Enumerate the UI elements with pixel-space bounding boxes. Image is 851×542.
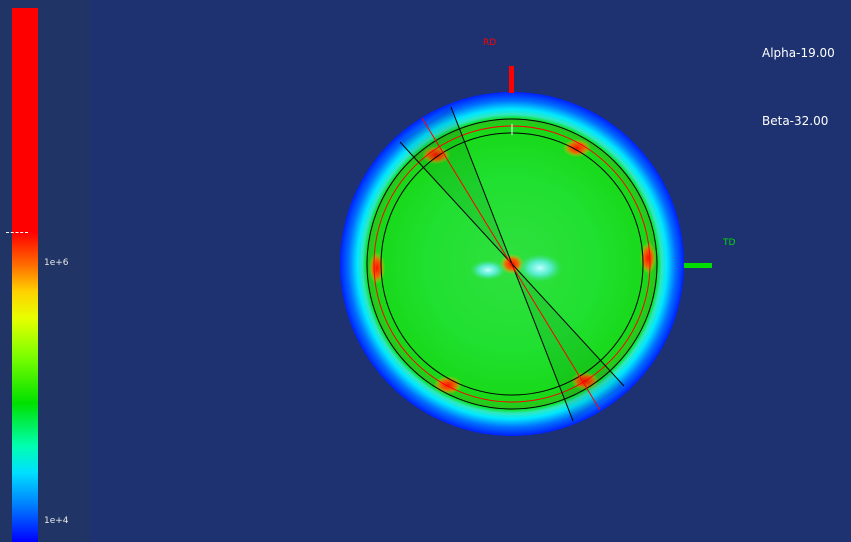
alpha-readout: Alpha-19.00 <box>762 46 835 60</box>
beta-readout: Beta-32.00 <box>762 114 829 128</box>
intensity-hotspots <box>369 139 656 394</box>
colorbar-panel: 1e+6 1e+4 <box>0 0 90 542</box>
colorbar-marker <box>6 232 28 233</box>
center-low-intensity <box>470 254 562 282</box>
rd-axis-marker[interactable] <box>509 66 514 93</box>
cut-line-2 <box>450 106 574 422</box>
td-axis-marker[interactable] <box>684 263 712 268</box>
cut-line-red <box>421 117 601 411</box>
colorbar-label-low: 1e+4 <box>44 516 69 526</box>
colorbar-label-high: 1e+6 <box>44 258 69 268</box>
ring-outer-black <box>366 118 658 410</box>
colorbar-gradient <box>12 8 38 542</box>
rd-axis-label: RD <box>483 38 497 48</box>
td-axis-label: TD <box>723 238 736 248</box>
